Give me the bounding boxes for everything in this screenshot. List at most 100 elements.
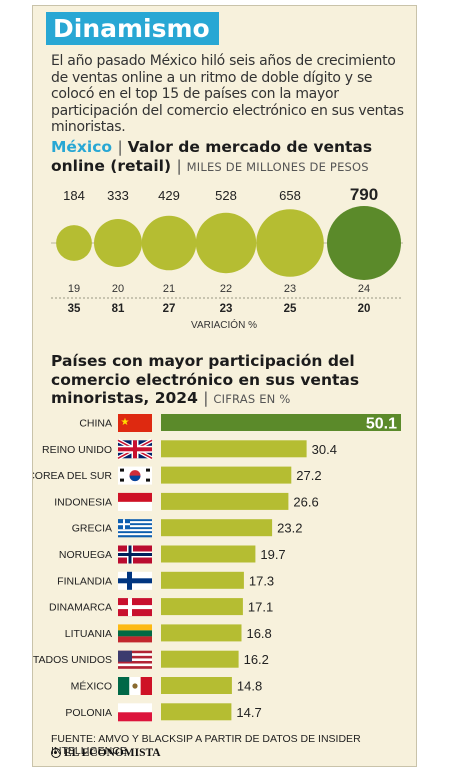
flag-part xyxy=(118,519,152,522)
source-note: FUENTE: AMVO Y BLACKSIP A PARTIR DE DATO… xyxy=(51,733,361,757)
variation-caption: VARIACIÓN % xyxy=(191,318,257,331)
bar-value-label: 17.3 xyxy=(249,573,274,588)
bar-value-label: 14.8 xyxy=(237,679,262,694)
flag-part xyxy=(118,677,130,695)
bubble-value-label: 184 xyxy=(63,188,85,203)
bar xyxy=(161,571,244,589)
denmark-flag-icon xyxy=(118,598,152,617)
bar-value-label: 17.1 xyxy=(248,600,273,615)
bar-value-label: 50.1 xyxy=(366,416,397,433)
market-chart-heading: México | Valor de mercado de ventas onli… xyxy=(51,138,411,176)
countries-heading-unit: CIFRAS EN % xyxy=(213,392,291,406)
countries-heading-title: Países con mayor participación del comer… xyxy=(51,352,360,407)
bar-value-label: 14.7 xyxy=(236,705,261,720)
bubble-year-label: 20 xyxy=(112,283,124,295)
greece-flag-icon xyxy=(118,519,152,538)
bubble xyxy=(327,206,401,280)
bar xyxy=(161,466,292,484)
bubble-variation-label: 20 xyxy=(358,303,371,315)
bubble-year-label: 24 xyxy=(358,283,370,295)
bubble-variation-label: 27 xyxy=(163,303,176,315)
bubble-variation-label: 35 xyxy=(68,303,81,315)
bar xyxy=(161,492,289,510)
bar-country-label: REINO UNIDO xyxy=(42,444,112,456)
flag-part xyxy=(118,650,152,654)
market-heading-title: Valor de mercado de ventas online (retai… xyxy=(51,138,373,175)
bar xyxy=(161,545,256,563)
bar-country-label: DINAMARCA xyxy=(49,602,112,614)
bar-country-label: POLONIA xyxy=(65,707,112,719)
flag-part xyxy=(118,655,152,659)
flag-part xyxy=(118,703,152,713)
flag-part xyxy=(118,535,152,538)
countries-chart-heading: Países con mayor participación del comer… xyxy=(51,352,411,409)
bubble-value-label: 333 xyxy=(107,188,129,203)
flag-part xyxy=(118,650,132,662)
norway-flag-icon xyxy=(118,545,152,564)
bubble-variation-label: 25 xyxy=(284,303,297,315)
bar-country-label: NORUEGA xyxy=(59,549,112,561)
flag-part xyxy=(118,653,152,656)
bar xyxy=(161,677,232,694)
bubble xyxy=(94,219,142,267)
flag-part xyxy=(132,683,138,689)
bar-value-label: 19.7 xyxy=(260,547,285,562)
lithuania-flag-icon xyxy=(118,624,152,643)
flag-part xyxy=(146,478,150,482)
bubble-value-label: 528 xyxy=(215,188,237,203)
flag-part xyxy=(129,475,141,482)
logo-mark-icon xyxy=(51,748,61,758)
china-flag-icon: ★ xyxy=(118,414,152,432)
bubble-year-label: 23 xyxy=(284,283,296,295)
bar xyxy=(161,440,307,458)
market-heading-accent: México xyxy=(51,138,113,156)
bar xyxy=(161,519,273,537)
flag-part xyxy=(118,533,152,536)
bubble-year-label: 22 xyxy=(220,283,232,295)
bar-country-label: FINLANDIA xyxy=(57,575,112,587)
flag-part xyxy=(118,578,152,584)
flag-part xyxy=(118,523,152,526)
bar-value-label: 27.2 xyxy=(296,468,321,483)
page-title: Dinamismo xyxy=(53,14,210,43)
lead-paragraph: El año pasado México hiló seis años de c… xyxy=(51,53,404,135)
flag-part xyxy=(118,525,152,528)
bubble-year-label: 19 xyxy=(68,283,80,295)
flag-part xyxy=(118,553,152,556)
uk-flag-icon xyxy=(117,438,153,461)
bar xyxy=(161,624,242,642)
bubble-variation-label: 23 xyxy=(220,303,233,315)
south-korea-flag-icon xyxy=(118,466,152,485)
flag-part xyxy=(120,478,124,482)
flag-part xyxy=(118,527,152,530)
heading-separator: | xyxy=(117,138,128,156)
flag-part xyxy=(118,712,152,722)
publisher-logo: EL ECONOMISTA xyxy=(51,747,161,759)
bubble xyxy=(256,209,324,277)
flag-part xyxy=(118,658,152,662)
bar-country-label: INDONESIA xyxy=(54,496,112,508)
flag-part xyxy=(118,492,152,502)
flag-part xyxy=(118,636,152,643)
market-heading-unit: MILES DE MILLONES DE PESOS xyxy=(186,159,369,174)
flag-star: ★ xyxy=(121,417,130,428)
bar-value-label: 16.8 xyxy=(246,626,271,641)
flag-part xyxy=(120,468,124,472)
publisher-name: EL ECONOMISTA xyxy=(64,747,161,759)
heading-separator: | xyxy=(203,389,214,407)
charts-canvas: 184 19 35 333 20 81 429 21 27 528 22 23 658 23 25 790 24… xyxy=(33,185,403,722)
bar-value-label: 26.6 xyxy=(293,494,318,509)
bubble-chart: 184 19 35 333 20 81 429 21 27 528 22 23 658 23 25 790 24… xyxy=(51,185,403,331)
bar-chart: CHINA ★ 50.1 REINO UNIDO 30.4 COREA DEL SUR 27… xyxy=(33,414,401,722)
title-block: Dinamismo xyxy=(46,12,219,45)
bubble xyxy=(56,225,92,261)
bubble-value-label: 658 xyxy=(279,188,301,203)
flag-part xyxy=(118,529,152,532)
bar xyxy=(161,650,239,668)
bar-value-label: 16.2 xyxy=(244,652,269,667)
bubble-year-label: 21 xyxy=(163,283,175,295)
flag-part xyxy=(140,677,152,695)
bar-value-label: 23.2 xyxy=(277,521,302,536)
bubble-value-label: 790 xyxy=(350,185,378,204)
bubble xyxy=(195,212,257,274)
